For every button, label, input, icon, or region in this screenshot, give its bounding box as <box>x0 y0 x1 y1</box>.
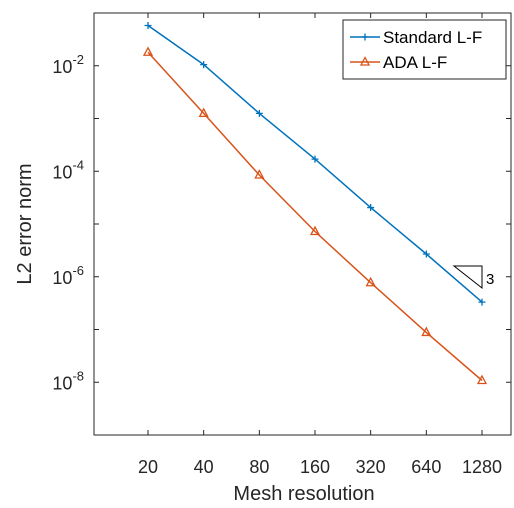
data-point-triangle <box>421 326 432 337</box>
x-tick-label: 80 <box>249 457 269 477</box>
data-point-plus <box>311 155 319 163</box>
series-layer <box>142 21 488 385</box>
x-tick-label: 40 <box>194 457 214 477</box>
data-point-plus <box>200 61 208 69</box>
legend-marker-plus <box>361 33 369 41</box>
data-point-triangle <box>365 276 376 287</box>
y-axis-title: L2 error norm <box>14 163 36 284</box>
slope-label: 3 <box>486 271 494 288</box>
x-axis-title: Mesh resolution <box>233 483 374 505</box>
data-point-plus <box>422 250 430 258</box>
y-tick-label: 10-8 <box>52 368 84 393</box>
x-tick-label: 320 <box>356 457 386 477</box>
legend-box <box>342 19 507 80</box>
legend-label: Standard L-F <box>383 28 482 47</box>
x-tick-label: 160 <box>300 457 330 477</box>
legend-marker-triangle <box>359 56 371 66</box>
data-point-plus <box>144 21 152 29</box>
data-point-triangle <box>142 46 154 56</box>
legend: Standard L-F ADA L-F <box>342 19 507 80</box>
data-point-triangle <box>309 225 321 236</box>
data-point-triangle <box>476 374 488 385</box>
series-line-1 <box>147 51 483 382</box>
data-point-triangle <box>254 169 265 179</box>
data-point-plus <box>255 109 263 117</box>
legend-label: ADA L-F <box>383 53 447 72</box>
y-tick-label: 10-2 <box>52 52 84 77</box>
slope-annotation: 3 <box>452 265 494 290</box>
y-tick-label: 10-4 <box>52 157 84 182</box>
y-axis: 10-2 10-4 10-6 10-8 <box>52 12 511 436</box>
y-tick-label: 10-6 <box>52 263 84 288</box>
data-point-plus <box>367 204 375 212</box>
slope-triangle <box>452 265 483 290</box>
x-tick-label: 640 <box>411 457 441 477</box>
data-point-plus <box>478 298 486 306</box>
x-axis: 20 40 80 160 320 640 1280 <box>138 13 502 477</box>
x-tick-label: 20 <box>138 457 158 477</box>
data-point-triangle <box>198 107 209 118</box>
x-tick-label: 1280 <box>462 457 502 477</box>
